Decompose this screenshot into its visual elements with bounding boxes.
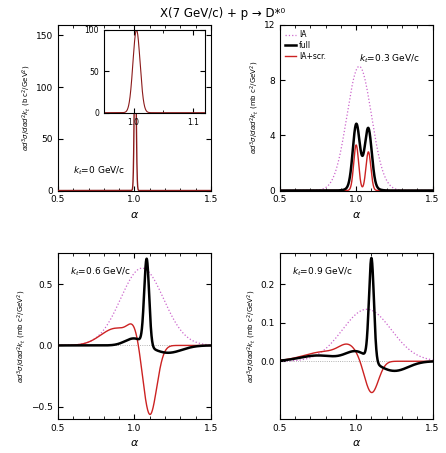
X-axis label: $\alpha$: $\alpha$	[130, 439, 139, 448]
X-axis label: $\alpha$: $\alpha$	[351, 210, 361, 220]
Y-axis label: $\alpha d^3\sigma/d\alpha d^2k_t$ (b c$^2$/GeV$^2$): $\alpha d^3\sigma/d\alpha d^2k_t$ (b c$^…	[21, 64, 33, 151]
Legend: IA, full, IA+scr.: IA, full, IA+scr.	[284, 29, 327, 63]
Text: X(7 GeV/c) + p → D*⁰: X(7 GeV/c) + p → D*⁰	[161, 7, 285, 20]
Text: $k_t$=0.9 GeV/c: $k_t$=0.9 GeV/c	[292, 265, 353, 278]
Text: $k_t$=0.3 GeV/c: $k_t$=0.3 GeV/c	[359, 52, 420, 65]
X-axis label: $\alpha$: $\alpha$	[351, 439, 361, 448]
X-axis label: $\alpha$: $\alpha$	[130, 210, 139, 220]
Y-axis label: $\alpha d^3\sigma/d\alpha d^2k_t$ (mb c$^2$/GeV$^2$): $\alpha d^3\sigma/d\alpha d^2k_t$ (mb c$…	[248, 61, 261, 154]
Text: $k_t$=0.6 GeV/c: $k_t$=0.6 GeV/c	[70, 265, 131, 278]
Text: $k_t$=0 GeV/c: $k_t$=0 GeV/c	[73, 165, 125, 177]
Y-axis label: $\alpha d^3\sigma/d\alpha d^2k_t$ (mb c$^2$/GeV$^2$): $\alpha d^3\sigma/d\alpha d^2k_t$ (mb c$…	[16, 289, 29, 383]
Y-axis label: $\alpha d^3\sigma/d\alpha d^2k_t$ (mb c$^2$/GeV$^2$): $\alpha d^3\sigma/d\alpha d^2k_t$ (mb c$…	[245, 289, 258, 383]
